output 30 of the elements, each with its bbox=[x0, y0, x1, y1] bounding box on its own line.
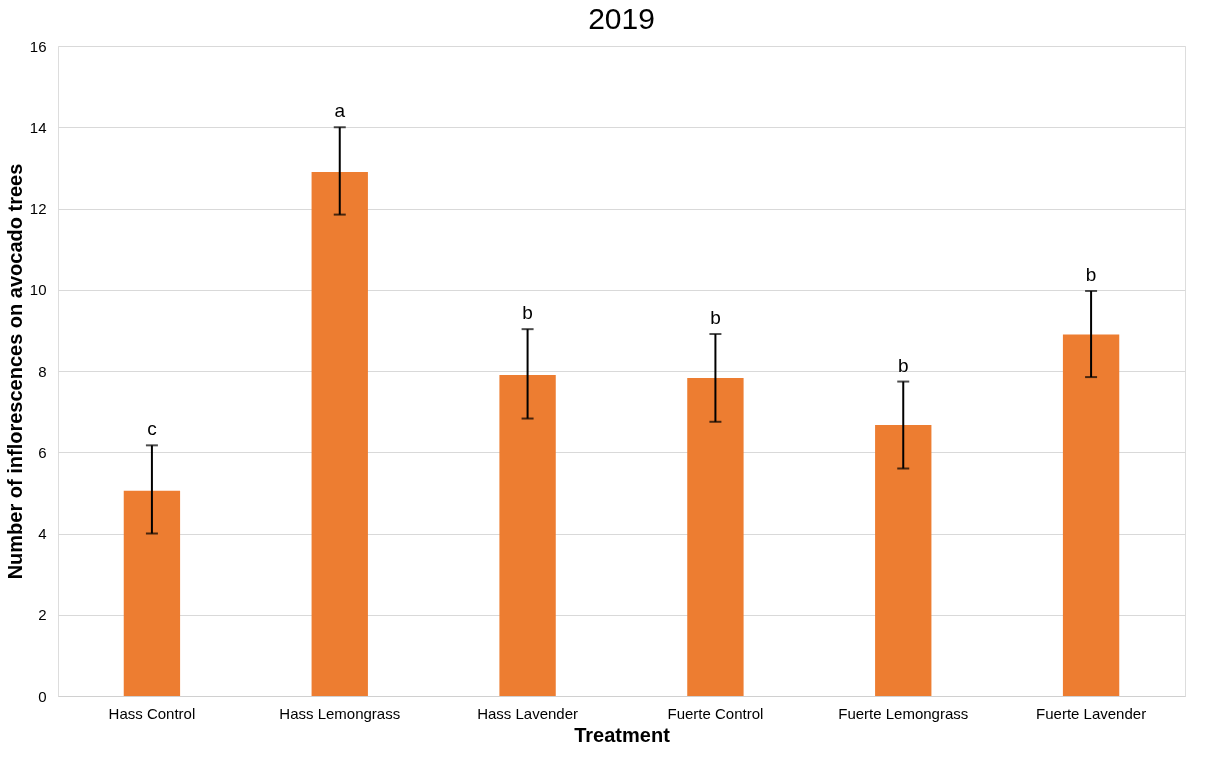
x-tick-label: Hass Lavender bbox=[477, 704, 579, 722]
x-tick-label: Fuerte Control bbox=[667, 704, 764, 722]
annotation: b bbox=[522, 302, 533, 324]
bar bbox=[1062, 334, 1120, 696]
x-tick-label: Hass Control bbox=[108, 704, 196, 722]
annotation: c bbox=[147, 418, 157, 440]
bar bbox=[123, 490, 181, 696]
bar bbox=[687, 377, 744, 696]
annotation: b bbox=[1085, 263, 1097, 285]
bar bbox=[311, 171, 368, 696]
x-tick-label: Fuerte Lemongrass bbox=[838, 704, 969, 722]
y-axis-title: Number of inflorescences on avocado trees bbox=[3, 163, 26, 580]
y-tick-label: 0 bbox=[38, 687, 47, 705]
y-tick-label: 4 bbox=[38, 525, 47, 542]
bar bbox=[499, 375, 556, 696]
annotation: b bbox=[897, 354, 909, 376]
chart-title: 2019 bbox=[588, 2, 655, 35]
y-tick-label: 10 bbox=[29, 281, 47, 299]
x-tick-label: Fuerte Lavender bbox=[1036, 704, 1147, 722]
y-tick-label: 16 bbox=[29, 37, 47, 55]
y-tick-label: 6 bbox=[38, 443, 47, 461]
x-axis-title: Treatment bbox=[574, 723, 671, 746]
annotation: a bbox=[334, 100, 346, 122]
bar bbox=[875, 425, 932, 696]
y-tick-label: 12 bbox=[29, 200, 47, 217]
annotation: b bbox=[710, 307, 721, 329]
y-tick-label: 14 bbox=[29, 118, 47, 136]
y-tick-label: 2 bbox=[38, 606, 47, 624]
y-tick-label: 8 bbox=[38, 362, 47, 380]
x-tick-label: Hass Lemongrass bbox=[279, 704, 401, 722]
